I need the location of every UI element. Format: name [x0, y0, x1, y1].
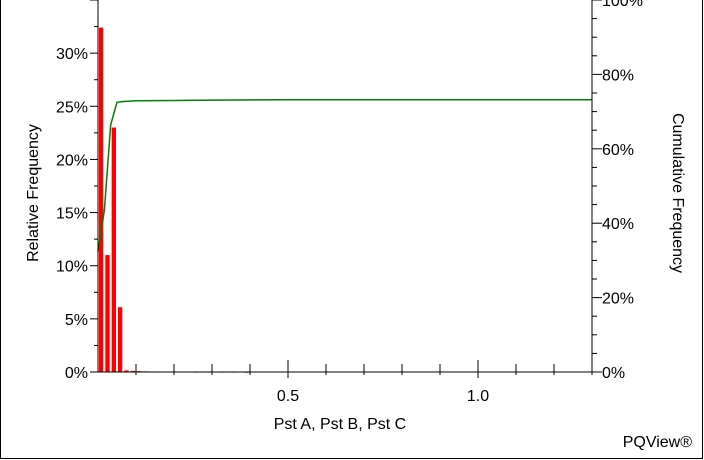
histogram-bar [111, 127, 117, 373]
cumulative-layer [97, 98, 592, 252]
x-tick-label: 1.0 [467, 388, 489, 405]
y-tick-label: 5% [65, 312, 88, 329]
y2-axis-label: Cumulative Frequency [669, 113, 686, 273]
y-tick-label: 20% [56, 152, 88, 169]
bars-layer [98, 27, 250, 373]
watermark-text: PQView® [622, 434, 692, 451]
y-tick-label: 10% [56, 259, 88, 276]
y-tick-label: 15% [56, 206, 88, 223]
y-tick-label: 25% [56, 99, 88, 116]
x-tick-label: 0.5 [277, 388, 299, 405]
histogram-bar [105, 255, 110, 372]
y-tick-label: 30% [56, 46, 88, 63]
histogram-bar [130, 370, 136, 372]
y-axis-label: Relative Frequency [25, 124, 42, 262]
y2-tick-label: 100% [602, 0, 643, 10]
x-axis-label: Pst A, Pst B, Pst C [274, 416, 406, 433]
y-tick-label: 0% [65, 365, 88, 382]
y2-tick-label: 20% [602, 291, 634, 308]
cumulative-frequency-line [97, 98, 592, 252]
y2-tick-label: 40% [602, 216, 634, 233]
histogram-bar [117, 307, 123, 372]
histogram-bar [98, 27, 104, 373]
y2-tick-label: 60% [602, 142, 634, 159]
y2-tick-label: 0% [602, 365, 625, 382]
histogram-bar [124, 370, 129, 372]
y2-tick-label: 80% [602, 67, 634, 84]
axes-layer: 0% 5% 10% 15% 20% 25% 30% 0% 20% 40% 60% 80% 100% 0.5… [56, 0, 643, 405]
